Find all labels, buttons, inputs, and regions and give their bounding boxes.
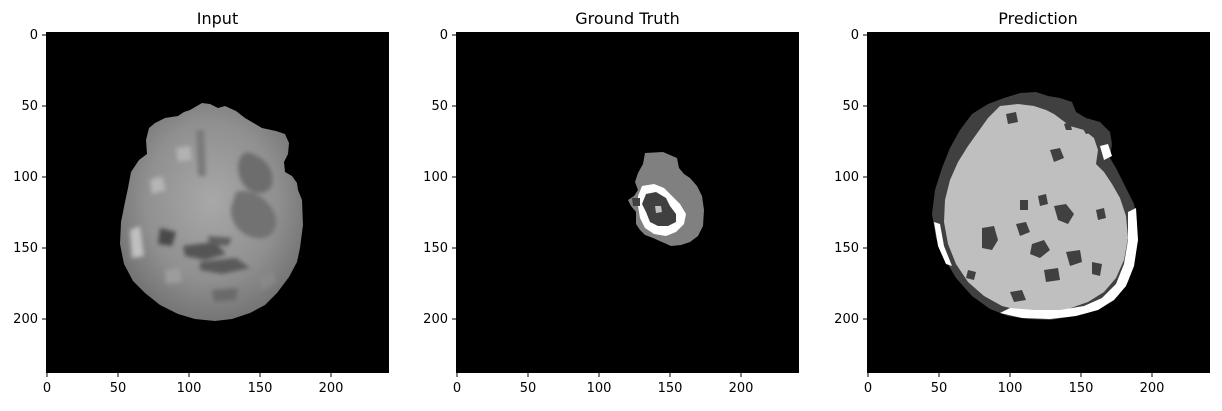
y-tick-label: 100 bbox=[834, 170, 859, 185]
x-tick-label: 200 bbox=[729, 381, 754, 396]
x-tick-label: 100 bbox=[177, 381, 202, 396]
x-tick-label: 0 bbox=[864, 381, 872, 396]
x-axis: 0 50 100 150 200 bbox=[453, 373, 754, 396]
image-area bbox=[867, 32, 1210, 373]
panel-input: Input bbox=[13, 9, 389, 396]
y-tick-label: 50 bbox=[842, 99, 859, 114]
brain-image bbox=[120, 103, 303, 321]
x-tick-label: 200 bbox=[319, 381, 344, 396]
x-tick-label: 0 bbox=[43, 381, 51, 396]
x-axis: 0 50 100 150 200 bbox=[864, 373, 1165, 396]
x-tick-label: 150 bbox=[658, 381, 683, 396]
x-tick-label: 100 bbox=[587, 381, 612, 396]
y-tick-label: 50 bbox=[431, 99, 448, 114]
core-highlight bbox=[655, 206, 662, 213]
x-tick-label: 50 bbox=[110, 381, 127, 396]
y-axis: 0 50 100 150 200 bbox=[834, 28, 867, 327]
panel-title: Input bbox=[197, 9, 238, 28]
y-tick-label: 50 bbox=[21, 99, 38, 114]
y-axis: 0 50 100 150 200 bbox=[423, 28, 456, 327]
y-axis: 0 50 100 150 200 bbox=[13, 28, 46, 327]
y-tick-label: 150 bbox=[13, 241, 38, 256]
edema-prediction-region bbox=[944, 104, 1128, 312]
y-tick-label: 0 bbox=[30, 28, 38, 43]
brain-texture bbox=[130, 130, 277, 302]
x-tick-label: 0 bbox=[453, 381, 461, 396]
y-tick-label: 0 bbox=[440, 28, 448, 43]
prediction-mask bbox=[932, 92, 1138, 320]
x-tick-label: 50 bbox=[931, 381, 948, 396]
image-background bbox=[456, 32, 799, 373]
image-area bbox=[46, 32, 389, 373]
x-tick-label: 200 bbox=[1140, 381, 1165, 396]
y-tick-label: 200 bbox=[834, 312, 859, 327]
panel-prediction: Prediction bbox=[834, 9, 1210, 396]
x-tick-label: 150 bbox=[248, 381, 273, 396]
image-area bbox=[456, 32, 799, 373]
y-tick-label: 100 bbox=[423, 170, 448, 185]
panel-title: Ground Truth bbox=[575, 9, 680, 28]
y-tick-label: 100 bbox=[13, 170, 38, 185]
y-tick-label: 200 bbox=[423, 312, 448, 327]
x-tick-label: 150 bbox=[1069, 381, 1094, 396]
core-fragment bbox=[632, 198, 640, 206]
enhancing-prediction-left bbox=[934, 222, 952, 266]
x-tick-label: 50 bbox=[520, 381, 537, 396]
panel-ground-truth: Ground Truth 0 50 100 150 200 bbox=[423, 9, 799, 396]
y-tick-label: 150 bbox=[423, 241, 448, 256]
panel-title: Prediction bbox=[998, 9, 1077, 28]
tumor-mask bbox=[628, 152, 704, 246]
x-tick-label: 100 bbox=[998, 381, 1023, 396]
necrotic-prediction-spots bbox=[966, 112, 1106, 302]
y-tick-label: 0 bbox=[851, 28, 859, 43]
enhancing-prediction-spot bbox=[1100, 144, 1112, 160]
x-axis: 0 50 100 150 200 bbox=[43, 373, 344, 396]
y-tick-label: 150 bbox=[834, 241, 859, 256]
y-tick-label: 200 bbox=[13, 312, 38, 327]
brain-tissue bbox=[120, 103, 303, 321]
